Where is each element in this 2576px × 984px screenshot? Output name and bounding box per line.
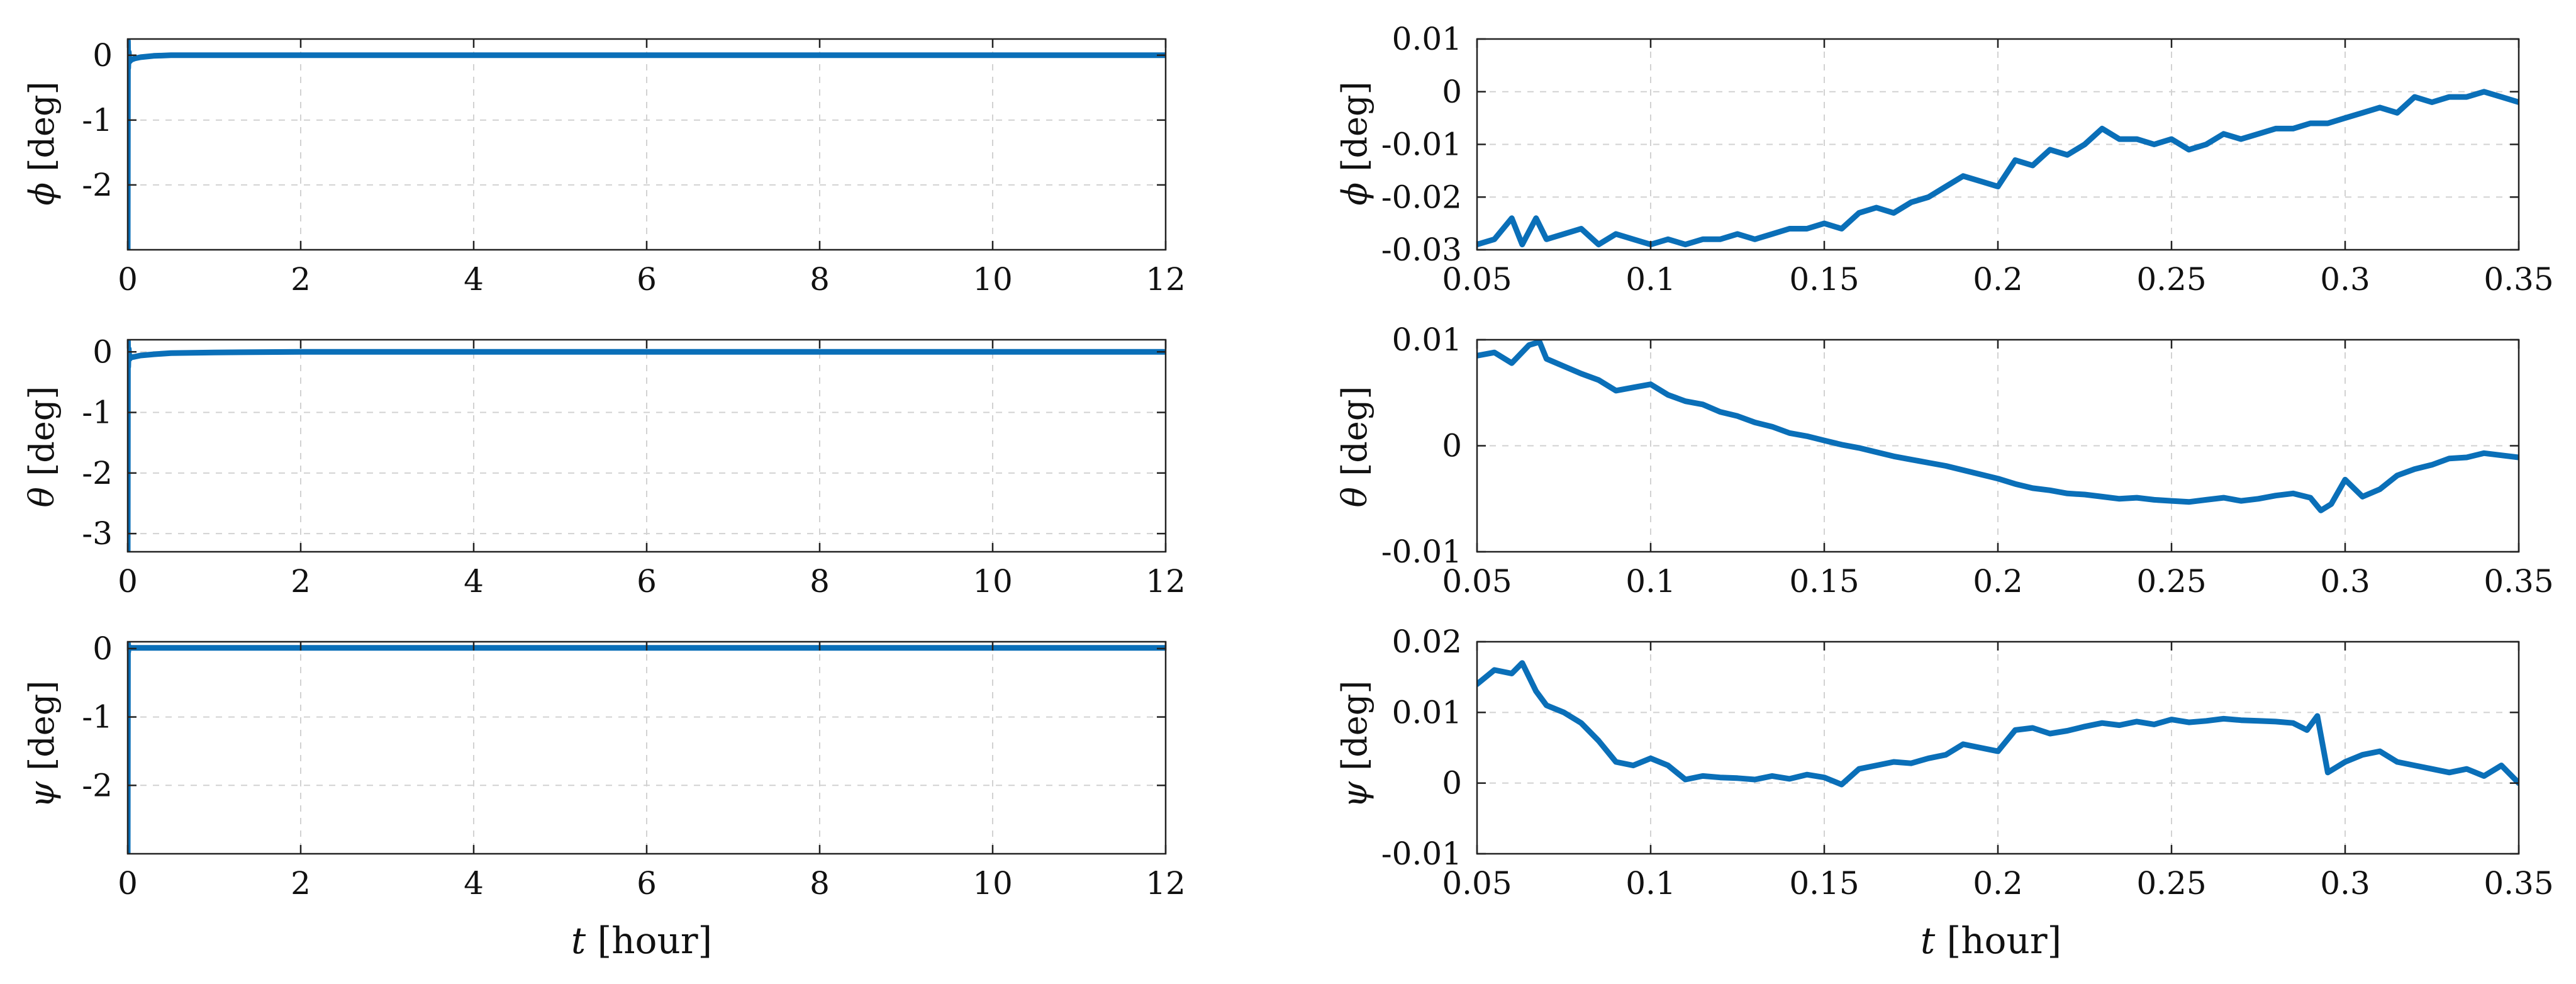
y-tick-label: 0.01 xyxy=(1392,694,1462,730)
y-tick-label: 0 xyxy=(1442,74,1462,110)
y-tick-label: 0 xyxy=(1442,428,1462,464)
phi-zoom-ylabel: ϕ [deg] xyxy=(1335,81,1374,205)
y-tick-label: -0.03 xyxy=(1381,232,1462,268)
psi-full-xlabel: t [hour] xyxy=(571,919,712,962)
phi-series-line xyxy=(1477,89,2519,248)
y-tick-label: 0 xyxy=(1442,765,1462,802)
x-tick-label: 0.1 xyxy=(1625,563,1676,600)
x-tick-label: 0.3 xyxy=(2320,865,2370,902)
x-tick-label: 0.3 xyxy=(2320,563,2370,600)
x-tick-label: 2 xyxy=(291,261,311,298)
x-tick-label: 4 xyxy=(464,261,484,298)
x-tick-label: 0.05 xyxy=(1442,865,1512,902)
y-tick-label: -2 xyxy=(82,167,113,203)
svg-text:ϕ [deg]: ϕ [deg] xyxy=(22,81,62,205)
x-tick-label: 0.15 xyxy=(1789,261,1859,298)
svg-text:θ [deg]: θ [deg] xyxy=(1335,386,1374,508)
svg-text:θ [deg]: θ [deg] xyxy=(22,386,62,508)
psi-zoom-ylabel: ψ [deg] xyxy=(1335,681,1374,808)
phi-full-ylabel: ϕ [deg] xyxy=(22,81,62,205)
psi-zoom-panel: 0.05 0.1 0.15 0.2 0.25 0.3 0.35 0.02 0.01 0 -0.01 xyxy=(1381,623,2554,902)
y-tick-label: 0.02 xyxy=(1392,623,1462,660)
theta-zoom-panel: 0.05 0.1 0.15 0.2 0.25 0.3 0.35 0.01 0 -0.01 xyxy=(1381,321,2554,600)
psi-full-ylabel: ψ [deg] xyxy=(22,681,62,808)
y-tick-label: -0.01 xyxy=(1381,534,1462,570)
theta-zoom-ylabel: θ [deg] xyxy=(1335,386,1374,508)
y-tick-label: 0.01 xyxy=(1392,321,1462,358)
x-tick-label: 0.15 xyxy=(1789,563,1859,600)
x-tick-label: 12 xyxy=(1146,563,1186,600)
y-tick-label: -1 xyxy=(82,394,113,431)
psi-series-line xyxy=(1477,660,2519,788)
x-tick-label: 10 xyxy=(973,563,1013,600)
svg-text:ψ [deg]: ψ [deg] xyxy=(22,681,62,808)
phi-series-line xyxy=(128,39,1166,250)
y-tick-label: 0 xyxy=(92,630,113,667)
x-tick-label: 12 xyxy=(1146,261,1186,298)
x-tick-label: 0.35 xyxy=(2484,865,2553,902)
y-tick-label: -1 xyxy=(82,102,113,138)
x-tick-label: 0.35 xyxy=(2484,563,2553,600)
x-tick-label: 10 xyxy=(973,865,1013,902)
x-tick-label: 0.05 xyxy=(1442,261,1512,298)
x-tick-label: 2 xyxy=(291,865,311,902)
x-tick-label: 0.25 xyxy=(2136,865,2206,902)
phi-zoom-panel: 0.05 0.1 0.15 0.2 0.25 0.3 0.35 0.01 0 -0.01 -0.02… xyxy=(1381,21,2554,298)
y-tick-label: -3 xyxy=(82,515,113,552)
y-tick-label: 0.01 xyxy=(1392,21,1462,57)
x-tick-label: 0.05 xyxy=(1442,563,1512,600)
x-tick-label: 0.1 xyxy=(1625,261,1676,298)
x-tick-label: 0 xyxy=(118,261,138,298)
x-tick-label: 6 xyxy=(637,563,657,600)
y-tick-label: -2 xyxy=(82,767,113,803)
y-tick-label: -2 xyxy=(82,455,113,491)
psi-zoom-xlabel: t [hour] xyxy=(1921,919,2061,962)
x-tick-label: 0.2 xyxy=(1973,865,2023,902)
y-tick-label: 0 xyxy=(92,333,113,370)
x-tick-label: 0.2 xyxy=(1973,261,2023,298)
phi-full-panel: 0 2 4 6 8 10 12 0 -1 -2 xyxy=(82,37,1186,298)
psi-full-panel: 0 2 4 6 8 10 12 0 -1 -2 xyxy=(82,630,1186,902)
x-tick-label: 0.15 xyxy=(1789,865,1859,902)
y-tick-label: -1 xyxy=(82,699,113,735)
svg-text:ϕ [deg]: ϕ [deg] xyxy=(1335,81,1374,205)
x-tick-label: 6 xyxy=(637,261,657,298)
x-tick-label: 0.3 xyxy=(2320,261,2370,298)
theta-series-line xyxy=(128,340,1166,552)
x-tick-label: 12 xyxy=(1146,865,1186,902)
x-tick-label: 10 xyxy=(973,261,1013,298)
x-tick-label: 0.2 xyxy=(1973,563,2023,600)
y-tick-label: -0.02 xyxy=(1381,179,1462,215)
x-tick-label: 8 xyxy=(810,865,830,902)
x-tick-label: 6 xyxy=(637,865,657,902)
x-tick-label: 0.35 xyxy=(2484,261,2553,298)
x-tick-label: 4 xyxy=(464,865,484,902)
x-tick-label: 8 xyxy=(810,563,830,600)
x-tick-label: 0 xyxy=(118,865,138,902)
x-tick-label: 0.25 xyxy=(2136,563,2206,600)
svg-text:ψ [deg]: ψ [deg] xyxy=(1335,681,1374,808)
y-tick-label: -0.01 xyxy=(1381,836,1462,872)
y-tick-label: 0 xyxy=(92,37,113,74)
x-tick-label: 4 xyxy=(464,563,484,600)
x-tick-label: 8 xyxy=(810,261,830,298)
theta-full-ylabel: θ [deg] xyxy=(22,386,62,508)
y-tick-label: -0.01 xyxy=(1381,126,1462,163)
x-tick-label: 0.25 xyxy=(2136,261,2206,298)
theta-full-panel: 0 2 4 6 8 10 12 0 -1 -2 -3 xyxy=(82,333,1186,600)
x-tick-label: 0 xyxy=(118,563,138,600)
x-tick-label: 0.1 xyxy=(1625,865,1676,902)
theta-series-line xyxy=(1477,340,2519,513)
x-tick-label: 2 xyxy=(291,563,311,600)
